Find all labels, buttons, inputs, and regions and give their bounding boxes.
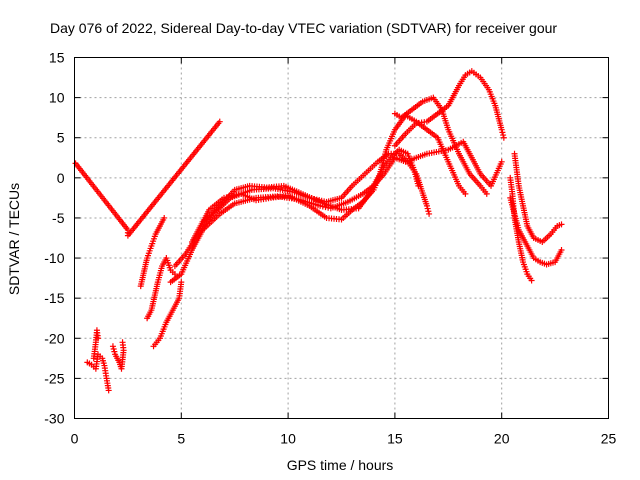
data-point — [426, 210, 433, 217]
data-point — [178, 279, 185, 286]
tick-labels: 0 5 10 15 20 25 15 10 5 0 -5 -10 -15 -20 -25 -30 — [44, 50, 616, 447]
data-point — [109, 343, 116, 350]
data-point — [424, 205, 431, 212]
data-point — [558, 221, 565, 228]
data-point — [558, 247, 565, 254]
y-tick-label: -15 — [44, 290, 64, 306]
y-axis-label: SDTVAR / TECUs — [6, 183, 22, 295]
x-axis-label: GPS time / hours — [287, 457, 394, 473]
y-tick-label: 0 — [57, 170, 65, 186]
data-point — [171, 271, 178, 278]
x-tick-label: 15 — [387, 431, 403, 447]
y-tick-label: -30 — [44, 411, 64, 427]
y-tick-label: 15 — [49, 50, 65, 66]
y-tick-label: -10 — [44, 250, 64, 266]
y-tick-label: -25 — [44, 370, 64, 386]
data-point — [216, 118, 223, 125]
data-point — [322, 204, 329, 211]
data-point — [111, 348, 118, 355]
data-point — [425, 208, 432, 215]
x-tick-label: 20 — [494, 431, 510, 447]
data-point — [498, 158, 505, 165]
data-point — [105, 387, 112, 394]
y-tick-label: -20 — [44, 330, 64, 346]
data-point — [500, 132, 507, 139]
data-point — [110, 345, 117, 352]
x-tick-label: 5 — [177, 431, 185, 447]
data-point — [94, 335, 101, 342]
data-point — [423, 202, 430, 209]
data-point — [500, 134, 507, 141]
data-point — [161, 214, 168, 221]
plot-frame — [74, 57, 609, 419]
x-tick-label: 0 — [71, 431, 79, 447]
data-point — [528, 277, 535, 284]
data-point — [462, 190, 469, 197]
data-point — [499, 129, 506, 136]
y-tick-label: 10 — [49, 90, 65, 106]
data-point — [415, 182, 422, 189]
y-tick-label: 5 — [57, 130, 65, 146]
y-tick-label: -5 — [52, 210, 65, 226]
data-points — [72, 68, 565, 394]
data-point — [498, 126, 505, 133]
x-tick-label: 25 — [601, 431, 617, 447]
data-point — [119, 339, 126, 346]
chart-title: Day 076 of 2022, Sidereal Day-to-day VTE… — [50, 20, 557, 36]
x-tick-label: 10 — [280, 431, 296, 447]
data-point — [483, 190, 490, 197]
